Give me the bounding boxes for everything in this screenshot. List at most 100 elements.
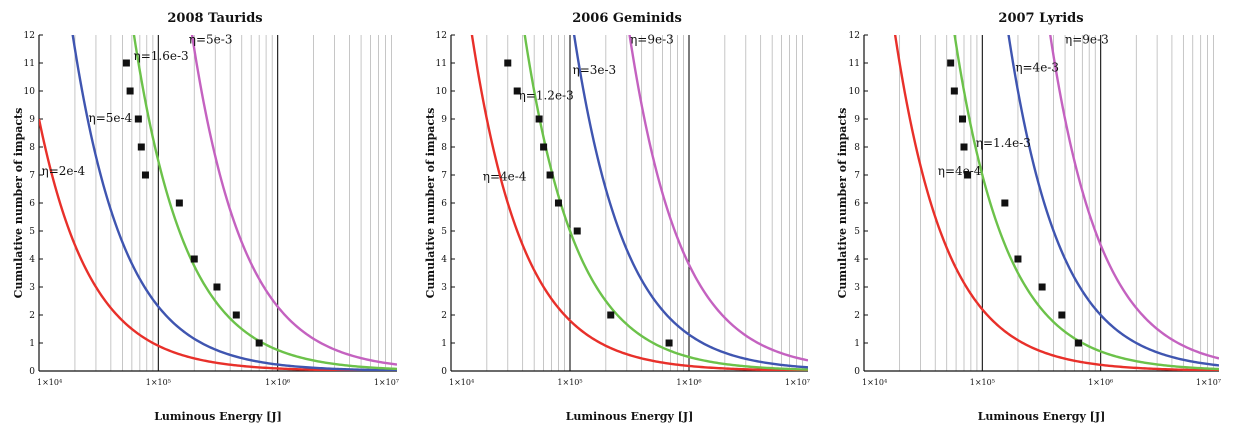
- series-line-0: [893, 35, 1219, 371]
- data-point: [1014, 255, 1022, 263]
- data-point: [1075, 339, 1083, 347]
- chart-title: 2007 Lyrids: [998, 11, 1083, 26]
- data-point: [540, 143, 548, 151]
- series-line-2: [132, 35, 397, 371]
- y-tick-label: 12: [436, 31, 447, 41]
- y-tick-label: 8: [854, 143, 860, 153]
- y-tick-label: 10: [849, 87, 861, 97]
- data-point: [175, 199, 183, 207]
- y-tick-label: 7: [29, 171, 35, 181]
- x-tick-label: 1×10⁵: [970, 378, 995, 387]
- series-line-3: [628, 35, 808, 362]
- data-point: [535, 115, 543, 123]
- y-tick-label: 3: [854, 283, 860, 293]
- y-tick-label: 3: [29, 283, 35, 293]
- y-tick-label: 5: [854, 227, 860, 237]
- x-tick-label: 1×10⁶: [1088, 378, 1113, 387]
- y-tick-label: 6: [441, 199, 447, 209]
- x-axis-label: Luminous Energy [J]: [566, 410, 694, 423]
- y-tick-label: 1: [441, 339, 447, 349]
- y-axis-label: Cumulative number of impacts: [836, 108, 849, 299]
- data-point: [1038, 283, 1046, 291]
- curve-annotation: η=1.2e-3: [519, 88, 574, 102]
- data-point: [607, 311, 615, 319]
- y-tick-label: 9: [441, 115, 447, 125]
- data-point: [964, 171, 972, 179]
- y-tick-label: 1: [29, 339, 35, 349]
- x-axis-label: Luminous Energy [J]: [978, 410, 1106, 423]
- curve-annotation: η=9e-3: [1065, 32, 1109, 46]
- data-point: [665, 339, 673, 347]
- x-tick-label: 1×10⁴: [862, 378, 887, 387]
- y-tick-label: 10: [24, 87, 36, 97]
- x-tick-label: 1×10⁶: [265, 378, 290, 387]
- curve-annotation: η=1.4e-3: [976, 136, 1031, 150]
- chart-title: 2006 Geminids: [572, 11, 682, 26]
- data-point: [190, 255, 198, 263]
- curves-group: [893, 35, 1219, 371]
- series-line-1: [71, 35, 397, 371]
- data-point: [950, 87, 958, 95]
- data-point: [1001, 199, 1009, 207]
- series-line-0: [39, 118, 397, 371]
- y-tick-label: 2: [441, 311, 447, 321]
- y-tick-label: 1: [854, 339, 860, 349]
- series-line-1: [523, 35, 808, 371]
- curve-annotation: η=3e-3: [573, 63, 617, 77]
- data-point: [513, 87, 521, 95]
- y-tick-label: 0: [29, 367, 35, 377]
- data-point: [126, 87, 134, 95]
- data-point: [504, 59, 512, 67]
- data-point: [134, 115, 142, 123]
- data-point: [213, 283, 221, 291]
- y-tick-label: 4: [854, 255, 860, 265]
- y-tick-label: 7: [441, 171, 447, 181]
- series-line-3: [1049, 35, 1219, 360]
- curves-group: [39, 35, 397, 371]
- x-tick-label: 1×10⁵: [557, 378, 582, 387]
- y-tick-label: 4: [441, 255, 447, 265]
- y-axis-label: Cumulative number of impacts: [424, 108, 437, 299]
- y-tick-label: 11: [24, 59, 35, 69]
- data-point: [546, 171, 554, 179]
- y-tick-label: 12: [849, 31, 860, 41]
- y-tick-label: 5: [441, 227, 447, 237]
- y-tick-label: 6: [29, 199, 35, 209]
- y-tick-label: 9: [29, 115, 35, 125]
- y-tick-label: 12: [24, 31, 35, 41]
- data-point: [573, 227, 581, 235]
- y-tick-label: 6: [854, 199, 860, 209]
- data-point: [122, 59, 130, 67]
- curve-annotation: η=4e-4: [938, 164, 982, 178]
- x-tick-label: 1×10⁷: [785, 378, 810, 387]
- data-point: [554, 199, 562, 207]
- y-tick-label: 11: [436, 59, 447, 69]
- series-line-2: [572, 35, 808, 369]
- data-point: [232, 311, 240, 319]
- x-tick-label: 1×10⁵: [146, 378, 171, 387]
- curve-annotation: η=9e-3: [630, 32, 674, 46]
- chart-title: 2008 Taurids: [167, 11, 262, 26]
- y-tick-label: 2: [29, 311, 35, 321]
- x-tick-label: 1×10⁷: [1196, 378, 1221, 387]
- y-tick-label: 11: [849, 59, 860, 69]
- y-tick-label: 9: [854, 115, 860, 125]
- series-line-1: [953, 35, 1219, 371]
- data-point: [141, 171, 149, 179]
- data-point: [960, 143, 968, 151]
- y-tick-label: 0: [854, 367, 860, 377]
- x-tick-label: 1×10⁶: [676, 378, 701, 387]
- x-tick-label: 1×10⁴: [449, 378, 474, 387]
- data-point: [947, 59, 955, 67]
- series-line-0: [470, 35, 808, 371]
- y-tick-label: 10: [436, 87, 448, 97]
- curve-annotation: η=5e-4: [89, 111, 133, 125]
- x-tick-label: 1×10⁴: [37, 378, 62, 387]
- data-point: [255, 339, 263, 347]
- y-tick-label: 3: [441, 283, 447, 293]
